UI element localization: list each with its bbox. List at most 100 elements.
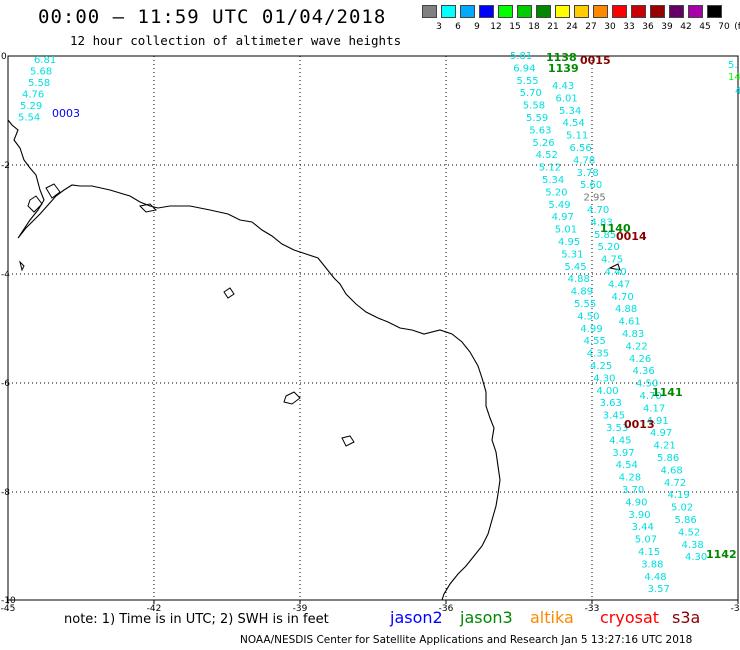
pass-label: 0013 [624, 418, 655, 431]
wave-height-value: 4.30 [685, 552, 707, 563]
wave-height-value: 4.70 [587, 205, 609, 216]
y-tick-label: 0 [1, 52, 7, 62]
footnote: note: 1) Time is in UTC; 2) SWH is in fe… [64, 612, 329, 627]
wave-height-value: 4.54 [563, 118, 585, 129]
legend-swatch [517, 5, 532, 18]
wave-height-value: 4.52 [678, 527, 700, 538]
wave-height-value: 3.90 [628, 510, 650, 521]
wave-height-value: 5.55 [516, 76, 538, 87]
wave-height-value: 5.29 [20, 101, 42, 112]
y-tick-label: -4 [1, 270, 10, 280]
legend-swatch [631, 5, 646, 18]
wave-height-value: 5.81 [510, 51, 532, 62]
wave-height-value: 5.58 [523, 101, 545, 112]
legend-label: 15 [509, 22, 521, 32]
wave-height-value: 4.97 [650, 428, 672, 439]
wave-height-value: 4.97 [552, 212, 574, 223]
x-tick-label: -30 [731, 604, 740, 614]
island-2 [283, 391, 301, 405]
wave-height-value: 5.68 [30, 67, 52, 78]
legend-swatch [688, 5, 703, 18]
pass-label: 1142 [706, 548, 737, 561]
wave-height-value: 4.89 [571, 287, 593, 298]
pass-label: 0014 [616, 230, 647, 243]
wave-height-value: 5.70 [520, 88, 542, 99]
wave-height-value: 4.35 [587, 349, 609, 360]
legend-label: 12 [490, 22, 502, 32]
wave-height-value: 4.00 [596, 386, 618, 397]
wave-height-value: 5.58 [28, 78, 50, 89]
wave-height-value: 5.34 [542, 175, 564, 186]
map-subtitle: 12 hour collection of altimeter wave hei… [70, 33, 402, 48]
axis-ticks: -45 -42 -39 -36 -33 -30 0 -2 -4 -6 -8 -10 [1, 52, 740, 614]
wave-height-value: 2.95 [584, 193, 606, 204]
legend-swatch [460, 5, 475, 18]
wave-height-value: 3.97 [612, 448, 634, 459]
legend-label: 45 [699, 22, 711, 32]
y-tick-label: -10 [1, 596, 16, 606]
wave-height-value: 4.17 [643, 403, 665, 414]
satellite-jason3: jason3 [460, 608, 513, 627]
island-3 [341, 435, 355, 447]
legend-swatch [422, 5, 437, 18]
wave-height-value: 3.45 [603, 411, 625, 422]
wave-height-value: 5.26 [532, 138, 554, 149]
wave-height-value: 4.15 [638, 547, 660, 558]
legend-label: 6 [455, 22, 461, 32]
x-tick-label: -45 [1, 604, 16, 614]
wave-height-value: 4.19 [668, 490, 690, 501]
wave-height-value: 4.88 [568, 274, 590, 285]
wave-height-value: 4.21 [654, 441, 676, 452]
wave-height-value: 5.12 [539, 163, 561, 174]
wave-height-value: 4.68 [661, 465, 683, 476]
wave-height-value: 4.47 [608, 279, 630, 290]
edge-value: 14 [728, 72, 740, 83]
wave-height-value: 5.34 [559, 106, 581, 117]
wave-height-value: 5.85 [594, 230, 616, 241]
wave-height-value: 4.75 [601, 255, 623, 266]
wave-height-value: 4.36 [633, 366, 655, 377]
wave-height-value: 4.72 [664, 478, 686, 489]
legend-label: 3 [436, 22, 442, 32]
pass-label: 0003 [52, 107, 80, 120]
wave-height-value: 3.78 [577, 168, 599, 179]
wave-height-value: 4.95 [558, 237, 580, 248]
edge-value: 4 [735, 86, 740, 97]
wave-height-value: 5.55 [574, 299, 596, 310]
legend-swatch [441, 5, 456, 18]
wave-height-value: 4.28 [619, 473, 641, 484]
wave-height-value: 5.01 [555, 225, 577, 236]
wave-height-value: 4.90 [625, 497, 647, 508]
wave-height-value: 5.31 [561, 249, 583, 260]
wave-height-value: 4.70 [640, 391, 662, 402]
wave-height-value: 4.61 [619, 317, 641, 328]
wave-height-value: 3.70 [622, 485, 644, 496]
legend-swatch [650, 5, 665, 18]
legend-label: 24 [566, 22, 578, 32]
legend-swatch [555, 5, 570, 18]
legend-label: 39 [661, 22, 673, 32]
legend-label: 42 [680, 22, 692, 32]
y-tick-label: -8 [1, 488, 10, 498]
legend-swatch [536, 5, 551, 18]
wave-height-value: 4.83 [591, 217, 613, 228]
wave-height-value: 5.86 [657, 453, 679, 464]
island-1 [223, 287, 235, 299]
legend-unit: (ft) [734, 22, 740, 32]
x-tick-label: -36 [439, 604, 454, 614]
y-tick-label: -2 [1, 161, 10, 171]
wave-height-value: 5.60 [580, 180, 602, 191]
legend-swatch [669, 5, 684, 18]
wave-height-value: 4.83 [622, 329, 644, 340]
satellite-jason2: jason2 [390, 608, 443, 627]
island-6 [608, 263, 621, 271]
edge-value: 5. [728, 60, 738, 71]
pass-label: 0015 [580, 54, 611, 67]
wave-height-value: 5.20 [545, 187, 567, 198]
island-5 [138, 203, 158, 213]
wave-height-value: 4.50 [577, 311, 599, 322]
wave-height-value: 3.44 [632, 522, 654, 533]
legend-label: 21 [547, 22, 559, 32]
legend-label: 27 [585, 22, 597, 32]
